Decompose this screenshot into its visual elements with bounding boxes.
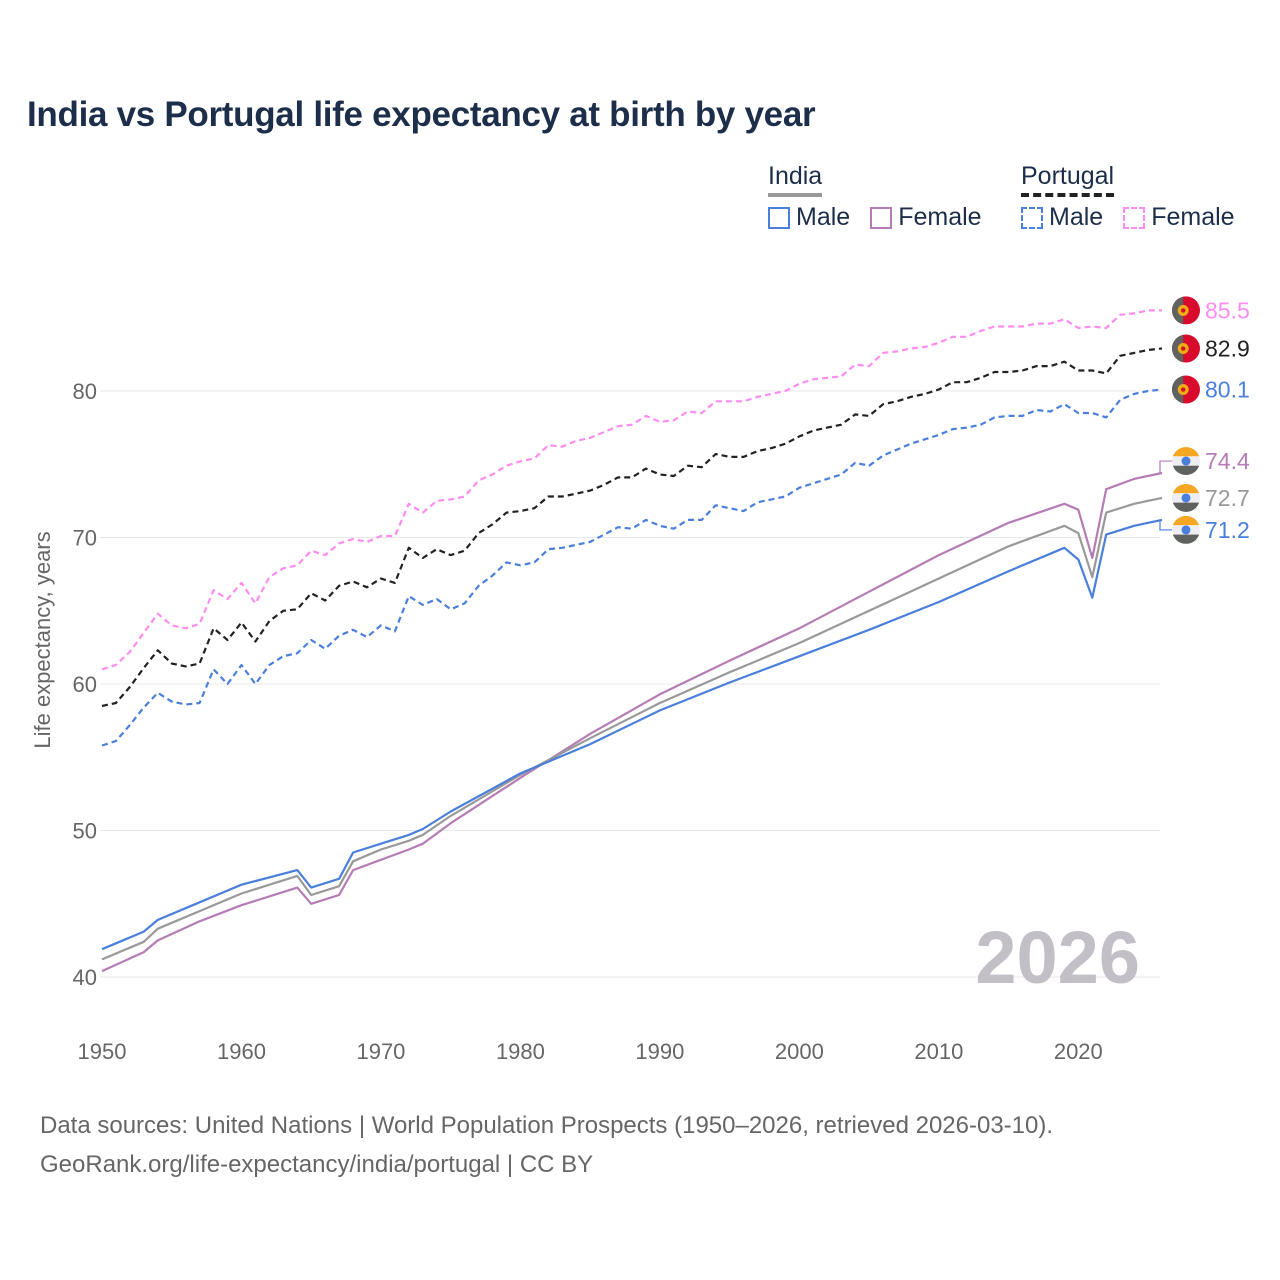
flag-grey xyxy=(1172,375,1184,404)
flag-grey xyxy=(1172,334,1184,363)
end-value-label: 71.2 xyxy=(1205,517,1250,543)
legend-label: Female xyxy=(1151,203,1235,231)
series-line-portugal-total xyxy=(101,347,1163,708)
series-line-portugal-female xyxy=(101,309,1162,671)
x-tick-label: 1950 xyxy=(78,1039,127,1064)
end-value-label: 82.9 xyxy=(1205,336,1250,362)
flag-stripe xyxy=(1172,447,1200,457)
flag-emblem-center xyxy=(1181,387,1186,392)
x-tick-label: 1970 xyxy=(356,1039,405,1064)
y-tick-label: 70 xyxy=(73,526,97,551)
axes: 40 50 60 70 80 1950 1960 1970 1980 1990 2000 2010 20… xyxy=(73,379,1103,1064)
flag-emblem-center xyxy=(1181,308,1186,313)
year-watermark: 2026 xyxy=(975,916,1140,999)
source-line-2[interactable]: GeoRank.org/life-expectancy/india/portug… xyxy=(40,1151,594,1178)
portugal-flag-icon xyxy=(1172,296,1200,325)
y-axis-label: Life expectancy, years xyxy=(30,531,55,748)
y-tick-label: 50 xyxy=(73,819,97,844)
legend-india-title: India xyxy=(768,162,823,197)
legend-swatch xyxy=(1021,206,1043,229)
legend-india: India Male Female xyxy=(768,162,996,232)
flag-wheel xyxy=(1181,456,1191,466)
flag-wheel xyxy=(1181,525,1191,535)
india-flag-icon xyxy=(1172,515,1200,544)
source-line-1: Data sources: United Nations | World Pop… xyxy=(40,1112,1054,1139)
portugal-flag-icon xyxy=(1172,375,1200,404)
flag-emblem-center xyxy=(1181,346,1186,351)
flag-stripe xyxy=(1172,515,1200,526)
flag-stripe xyxy=(1172,502,1200,512)
flag-stripe xyxy=(1172,534,1200,544)
end-labels: 85.5 82.9 80.1 74.4 72.7 71.2 xyxy=(1159,296,1250,544)
x-tick-label: 1980 xyxy=(496,1039,545,1064)
flag-grey xyxy=(1172,296,1184,325)
series-line-india-female xyxy=(101,471,1163,973)
y-tick-label: 60 xyxy=(73,672,97,697)
x-tick-label: 1960 xyxy=(217,1039,266,1064)
legend-india-female[interactable]: Female xyxy=(870,203,982,232)
y-tick-label: 80 xyxy=(73,379,97,404)
legend-swatch xyxy=(870,206,893,229)
end-value-label: 80.1 xyxy=(1205,377,1250,403)
x-tick-label: 2000 xyxy=(775,1039,824,1064)
legend-india-male[interactable]: Male xyxy=(768,203,850,232)
end-value-label: 74.4 xyxy=(1205,448,1250,474)
india-flag-icon xyxy=(1172,447,1200,476)
legend-portugal: Portugal Male Female xyxy=(1021,162,1249,232)
x-tick-label: 2020 xyxy=(1054,1039,1103,1064)
legend-label: Male xyxy=(796,203,851,231)
legend-portugal-title: Portugal xyxy=(1021,162,1115,197)
label-connector xyxy=(1159,460,1172,474)
x-tick-label: 2010 xyxy=(914,1039,963,1064)
legend-swatch xyxy=(1123,206,1146,229)
flag-wheel xyxy=(1181,493,1191,503)
legend-label: Male xyxy=(1049,203,1104,231)
series-line-india-male xyxy=(101,518,1163,951)
series-line-portugal-male xyxy=(101,388,1163,747)
legend-label: Female xyxy=(898,203,982,231)
end-value-label: 85.5 xyxy=(1205,297,1250,323)
series-lines xyxy=(101,309,1163,973)
chart-title: India vs Portugal life expectancy at bir… xyxy=(27,95,816,134)
legend-portugal-female[interactable]: Female xyxy=(1123,203,1235,232)
legend-swatch xyxy=(768,206,790,229)
y-tick-label: 40 xyxy=(73,965,97,990)
x-tick-label: 1990 xyxy=(635,1039,684,1064)
series-line-india-total xyxy=(101,496,1163,961)
portugal-flag-icon xyxy=(1172,334,1200,363)
gridlines xyxy=(100,390,1160,978)
flag-stripe xyxy=(1172,465,1200,476)
source-note: Data sources: United Nations | World Pop… xyxy=(40,1106,1053,1184)
india-flag-icon xyxy=(1172,483,1200,512)
end-value-label: 72.7 xyxy=(1205,485,1250,511)
legend-portugal-male[interactable]: Male xyxy=(1021,203,1103,232)
label-connector xyxy=(1159,519,1172,531)
flag-stripe xyxy=(1172,483,1200,494)
